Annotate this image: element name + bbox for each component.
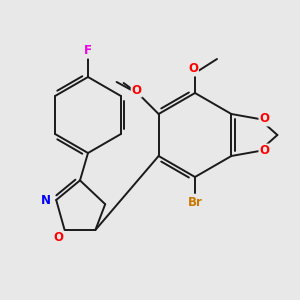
- Text: O: O: [132, 83, 142, 97]
- Text: methyl_placeholder: methyl_placeholder: [113, 71, 128, 73]
- Text: methyl: methyl: [118, 77, 123, 79]
- Text: F: F: [84, 44, 92, 58]
- Text: O: O: [54, 232, 64, 244]
- Text: O: O: [260, 145, 269, 158]
- Text: N: N: [41, 194, 51, 206]
- Text: Br: Br: [188, 196, 202, 209]
- Text: O: O: [260, 112, 269, 125]
- Text: O: O: [188, 62, 198, 76]
